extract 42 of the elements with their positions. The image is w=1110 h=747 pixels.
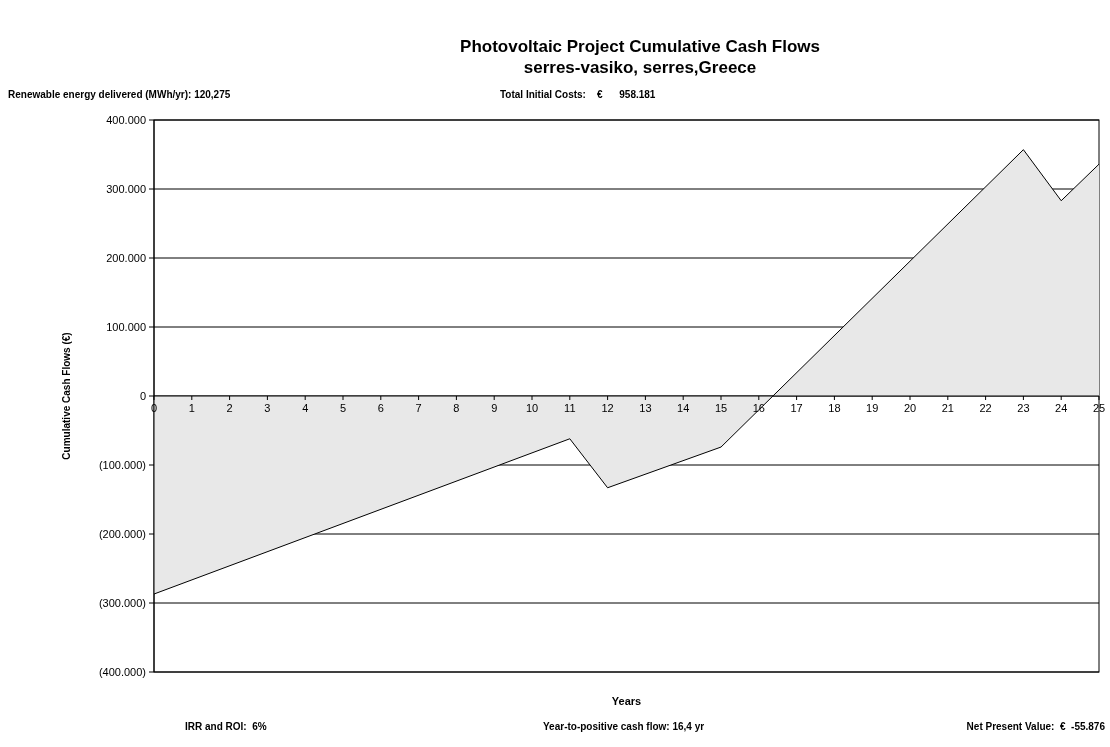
y-tick-label: 100.000 bbox=[106, 320, 146, 333]
x-tick-label: 20 bbox=[903, 402, 917, 414]
y-tick-label: 200.000 bbox=[106, 251, 146, 264]
x-tick-label: 24 bbox=[1055, 402, 1068, 414]
x-tick-label: 9 bbox=[491, 402, 498, 414]
x-tick-label: 5 bbox=[339, 402, 347, 414]
x-tick-label: 14 bbox=[677, 402, 690, 414]
text: Net Present Value: € -55.876 bbox=[966, 721, 1106, 732]
chart-subtitle: serres-vasiko, serres,Greece bbox=[523, 58, 757, 77]
x-tick-label: 21 bbox=[941, 402, 954, 414]
x-tick-label: 8 bbox=[453, 402, 460, 414]
x-tick-label: 4 bbox=[302, 402, 309, 414]
x-tick-label: 15 bbox=[714, 402, 728, 414]
chart-title: Photovoltaic Project Cumulative Cash Flows bbox=[460, 37, 820, 56]
y-axis-title: Cumulative Cash Flows (€) bbox=[61, 332, 72, 460]
x-tick-label: 22 bbox=[979, 402, 992, 414]
y-tick-label: 300.000 bbox=[106, 182, 146, 195]
x-tick-label: 7 bbox=[415, 402, 422, 414]
text: Renewable energy delivered (MWh/yr): 120,275 bbox=[8, 89, 231, 100]
x-tick-label: 18 bbox=[828, 402, 841, 414]
y-tick-label: 0 bbox=[139, 389, 146, 402]
x-tick-label: 2 bbox=[226, 402, 233, 414]
x-tick-label: 25 bbox=[1092, 402, 1106, 414]
x-tick-label: 13 bbox=[639, 402, 652, 414]
x-tick-label: 23 bbox=[1017, 402, 1030, 414]
x-tick-label: 17 bbox=[790, 402, 803, 414]
text: IRR and ROI: 6% bbox=[185, 721, 267, 732]
x-axis-title: Years bbox=[611, 695, 642, 707]
x-tick-label: 19 bbox=[866, 402, 879, 414]
x-tick-label: 6 bbox=[377, 402, 384, 414]
y-tick-label: 400.000 bbox=[106, 113, 146, 126]
x-tick-label: 10 bbox=[525, 402, 539, 414]
x-tick-label: 3 bbox=[264, 402, 271, 414]
x-tick-label: 12 bbox=[601, 402, 614, 414]
y-tick-label: (400.000) bbox=[98, 665, 146, 678]
y-tick-label: (300.000) bbox=[98, 596, 146, 609]
y-tick-label: (100.000) bbox=[98, 458, 146, 471]
y-tick-label: (200.000) bbox=[98, 527, 146, 540]
x-tick-label: 11 bbox=[564, 402, 576, 414]
text: Total Initial Costs: € 958.181 bbox=[500, 89, 656, 100]
x-tick-label: 1 bbox=[188, 402, 195, 414]
text: Year-to-positive cash flow: 16,4 yr bbox=[543, 721, 705, 732]
